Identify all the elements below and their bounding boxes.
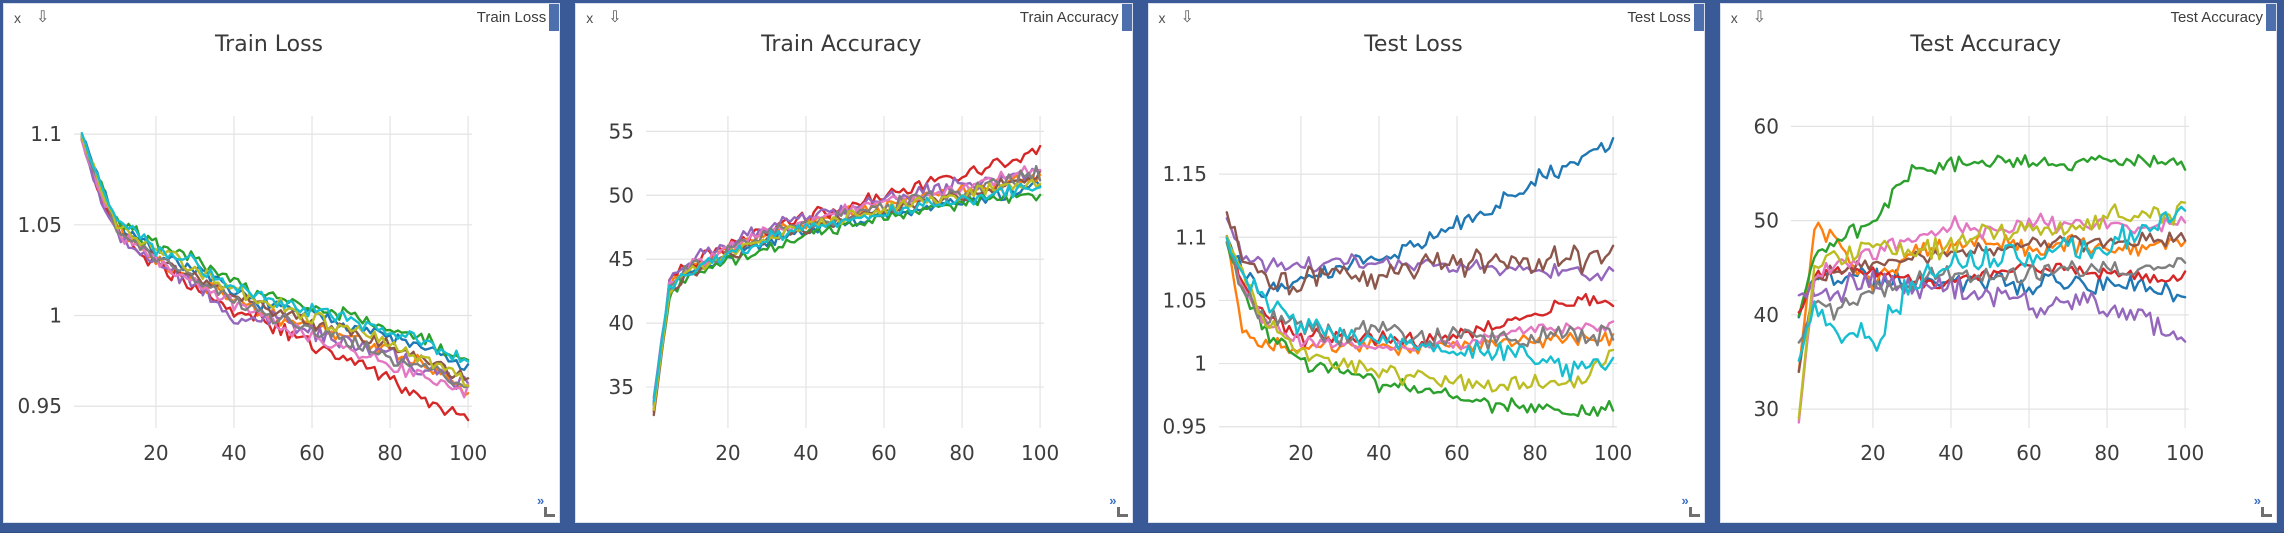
svg-text:1.1: 1.1 — [1175, 225, 1207, 249]
svg-text:40: 40 — [609, 311, 634, 335]
chart-title: Test Loss — [1364, 32, 1463, 57]
titlebar-caret — [2266, 4, 2276, 31]
svg-text:35: 35 — [609, 375, 634, 399]
svg-text:0.95: 0.95 — [1162, 415, 1207, 439]
svg-text:80: 80 — [1522, 441, 1547, 465]
svg-text:80: 80 — [950, 441, 975, 465]
svg-text:80: 80 — [2094, 441, 2119, 465]
svg-text:40: 40 — [794, 441, 819, 465]
svg-text:100: 100 — [2166, 441, 2204, 465]
svg-text:50: 50 — [609, 183, 634, 207]
chart-canvas-test-accuracy: 60 50 40 30 20 40 60 80 100 — [1753, 114, 2204, 465]
svg-text:100: 100 — [1594, 441, 1632, 465]
svg-text:20: 20 — [143, 441, 168, 465]
overflow-chevrons-icon[interactable]: » — [1681, 493, 1689, 508]
chart-canvas-train-loss: 1.1 1.05 1 0.95 20 40 60 80 100 — [17, 116, 487, 465]
dock-arrow-icon[interactable]: ⇩ — [36, 8, 50, 26]
close-icon[interactable]: x — [1158, 9, 1166, 26]
plot-window-test-loss: x ⇩ Test Loss Test Loss 1.15 1.1 1.05 1 0.95… — [1147, 3, 1705, 523]
chart-title: Test Accuracy — [1910, 32, 2062, 57]
dock-arrow-icon[interactable]: ⇩ — [608, 8, 622, 26]
svg-text:1.05: 1.05 — [17, 213, 62, 237]
svg-text:1.05: 1.05 — [1162, 288, 1207, 312]
resize-corner-handle[interactable] — [2261, 507, 2272, 517]
close-icon[interactable]: x — [586, 9, 594, 26]
titlebar-caret — [1693, 4, 1704, 31]
window-titlebar[interactable]: x ⇩ Test Loss — [1148, 4, 1704, 31]
close-icon[interactable]: x — [14, 9, 21, 26]
plot-window-train-loss: x ⇩ Train Loss Train Loss 1.1 1.05 1 0.95 20… — [3, 3, 561, 523]
chart-title: Train Accuracy — [761, 32, 922, 57]
svg-text:40: 40 — [221, 441, 246, 465]
svg-text:100: 100 — [1021, 441, 1059, 465]
chart-canvas-train-accuracy: 55 50 45 40 35 20 40 60 80 100 — [609, 116, 1059, 465]
svg-text:60: 60 — [299, 441, 324, 465]
window-title: Train Accuracy — [1019, 9, 1119, 26]
svg-text:40: 40 — [1366, 441, 1391, 465]
plot-window-train-accuracy: x ⇩ Train Accuracy Train Accuracy 55 50 45… — [575, 3, 1133, 523]
window-title: Train Loss — [476, 9, 547, 26]
svg-text:55: 55 — [609, 119, 634, 143]
svg-text:60: 60 — [1444, 441, 1469, 465]
svg-text:20: 20 — [1288, 441, 1313, 465]
svg-text:40: 40 — [1753, 303, 1778, 327]
svg-text:45: 45 — [609, 247, 634, 271]
resize-corner-handle[interactable] — [1688, 507, 1700, 517]
svg-text:1: 1 — [49, 304, 62, 328]
window-titlebar[interactable]: x ⇩ Test Accuracy — [1720, 4, 2276, 31]
window-titlebar[interactable]: x ⇩ Train Loss — [4, 4, 560, 31]
dock-arrow-icon[interactable]: ⇩ — [1752, 8, 1767, 26]
svg-text:1.15: 1.15 — [1162, 162, 1207, 186]
window-title: Test Accuracy — [2170, 9, 2263, 26]
svg-text:80: 80 — [377, 441, 402, 465]
svg-text:40: 40 — [1938, 441, 1963, 465]
overflow-chevrons-icon[interactable]: » — [537, 493, 545, 508]
svg-text:60: 60 — [2016, 441, 2041, 465]
resize-corner-handle[interactable] — [544, 507, 556, 517]
dock-arrow-icon[interactable]: ⇩ — [1180, 8, 1194, 26]
plot-window-test-accuracy: x ⇩ Test Accuracy Test Accuracy 60 50 40 30… — [1719, 3, 2277, 523]
svg-text:50: 50 — [1753, 209, 1778, 233]
overflow-chevrons-icon[interactable]: » — [1109, 493, 1117, 508]
svg-text:60: 60 — [872, 441, 897, 465]
svg-text:1: 1 — [1194, 352, 1207, 376]
svg-text:100: 100 — [449, 441, 487, 465]
close-icon[interactable]: x — [1730, 9, 1738, 26]
svg-text:30: 30 — [1753, 397, 1778, 421]
resize-corner-handle[interactable] — [1116, 507, 1128, 517]
chart-title: Train Loss — [214, 32, 324, 57]
titlebar-caret — [1121, 4, 1132, 31]
svg-text:20: 20 — [715, 441, 740, 465]
svg-text:0.95: 0.95 — [17, 394, 62, 418]
svg-text:1.1: 1.1 — [30, 122, 62, 146]
window-title: Test Loss — [1627, 9, 1691, 26]
window-titlebar[interactable]: x ⇩ Train Accuracy — [576, 4, 1132, 31]
overflow-chevrons-icon[interactable]: » — [2253, 493, 2261, 508]
svg-text:20: 20 — [1860, 441, 1885, 465]
svg-text:60: 60 — [1753, 114, 1778, 138]
titlebar-caret — [549, 4, 560, 31]
chart-canvas-test-loss: 1.15 1.1 1.05 1 0.95 20 40 60 80 100 — [1162, 116, 1632, 465]
